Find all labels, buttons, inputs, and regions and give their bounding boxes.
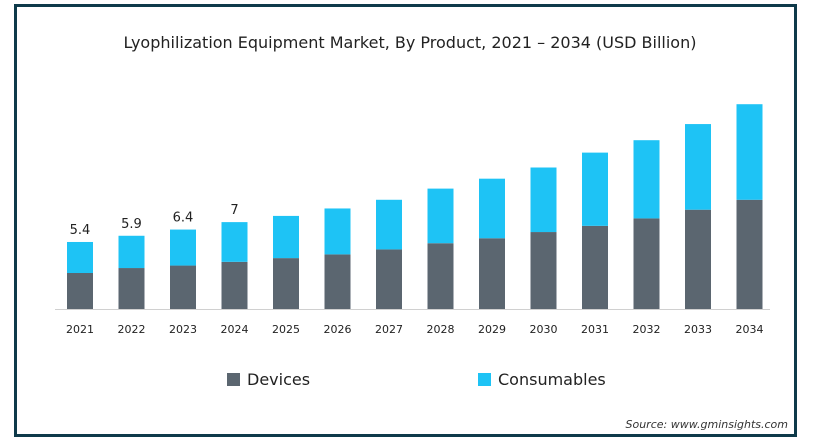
bar-devices-2026 bbox=[324, 254, 351, 309]
bar-consumables-2029 bbox=[479, 178, 505, 239]
bar-devices-2031 bbox=[582, 225, 608, 309]
chart-frame bbox=[14, 4, 797, 437]
legend-label-devices: Devices bbox=[247, 370, 311, 389]
legend-item-devices: Devices bbox=[227, 370, 310, 389]
bar-consumables-2024 bbox=[221, 222, 248, 262]
bar-consumables-2032 bbox=[633, 140, 660, 219]
x-tick-label: 2022 bbox=[118, 323, 146, 336]
bar-devices-2021 bbox=[67, 273, 93, 309]
legend-swatch-consumables bbox=[478, 373, 491, 386]
bar-consumables-2025 bbox=[273, 215, 299, 259]
bar-consumables-2023 bbox=[170, 229, 196, 266]
x-tick-label: 2026 bbox=[324, 323, 352, 336]
bar-consumables-2033 bbox=[685, 124, 711, 210]
x-tick-label: 2024 bbox=[221, 323, 249, 336]
bar-consumables-2027 bbox=[376, 199, 402, 250]
bar-devices-2022 bbox=[118, 268, 145, 309]
data-label-2024: 7 bbox=[230, 203, 238, 218]
x-tick-label: 2028 bbox=[427, 323, 455, 336]
data-label-2022: 5.9 bbox=[121, 217, 142, 232]
legend-swatch-devices bbox=[227, 373, 240, 386]
legend-item-consumables: Consumables bbox=[478, 370, 606, 389]
data-label-2023: 6.4 bbox=[173, 211, 194, 226]
bar-consumables-2034 bbox=[736, 104, 763, 200]
bar-devices-2027 bbox=[376, 249, 402, 309]
x-tick-label: 2023 bbox=[169, 323, 197, 336]
x-tick-label: 2034 bbox=[736, 323, 764, 336]
x-tick-label: 2025 bbox=[272, 323, 300, 336]
bar-consumables-2028 bbox=[427, 188, 454, 244]
x-tick-label: 2031 bbox=[581, 323, 609, 336]
legend-label-consumables: Consumables bbox=[498, 370, 606, 389]
bar-devices-2025 bbox=[273, 258, 299, 309]
bar-devices-2030 bbox=[530, 232, 557, 309]
bar-consumables-2021 bbox=[67, 241, 93, 274]
bar-devices-2033 bbox=[685, 209, 711, 309]
bar-consumables-2031 bbox=[582, 152, 608, 226]
bar-devices-2023 bbox=[170, 265, 196, 309]
x-tick-label: 2027 bbox=[375, 323, 403, 336]
bar-consumables-2030 bbox=[530, 167, 557, 233]
bar-devices-2028 bbox=[427, 243, 454, 309]
bar-consumables-2022 bbox=[118, 235, 145, 269]
bar-devices-2034 bbox=[736, 199, 763, 309]
x-tick-label: 2033 bbox=[684, 323, 712, 336]
chart-title: Lyophilization Equipment Market, By Prod… bbox=[123, 33, 697, 52]
x-tick-label: 2021 bbox=[66, 323, 94, 336]
source-note: Source: www.gminsights.com bbox=[625, 418, 788, 431]
x-tick-label: 2029 bbox=[478, 323, 506, 336]
bar-devices-2024 bbox=[221, 261, 248, 309]
x-tick-label: 2030 bbox=[530, 323, 558, 336]
x-tick-label: 2032 bbox=[633, 323, 661, 336]
bar-consumables-2026 bbox=[324, 208, 351, 255]
bar-devices-2032 bbox=[633, 218, 660, 309]
bar-devices-2029 bbox=[479, 238, 505, 309]
data-label-2021: 5.4 bbox=[70, 223, 91, 238]
